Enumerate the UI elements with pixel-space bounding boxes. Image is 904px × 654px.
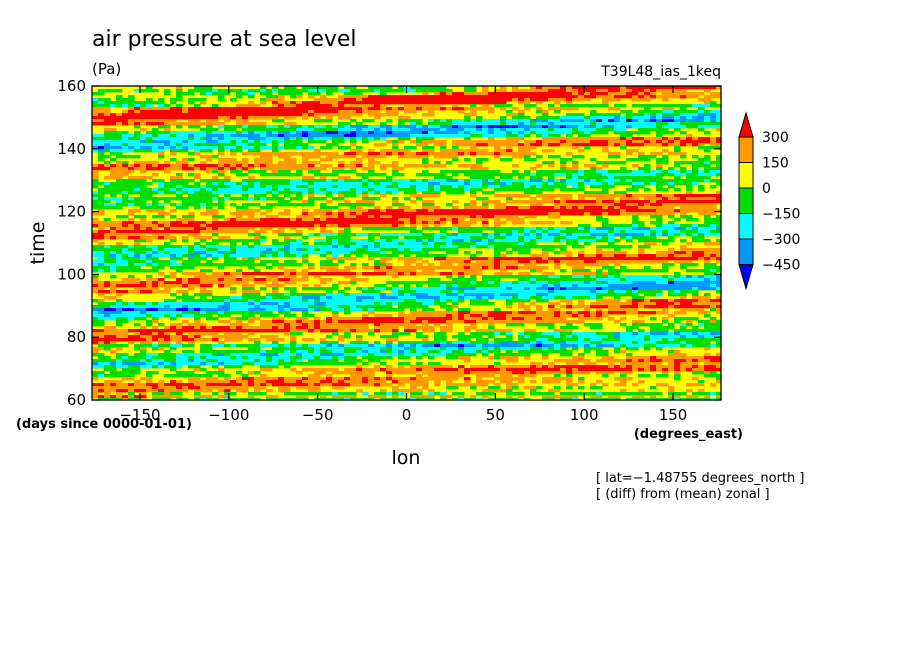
x-tick-label: 150 bbox=[659, 406, 688, 424]
x-tick-label: 0 bbox=[402, 406, 412, 424]
y-tick-label: 120 bbox=[57, 203, 86, 221]
chart-title: air pressure at sea level bbox=[92, 27, 357, 52]
colorbar-min-arrow bbox=[738, 264, 754, 291]
chart-units: (Pa) bbox=[92, 60, 121, 78]
colorbar-label: 0 bbox=[762, 181, 771, 197]
x-axis-label: lon bbox=[392, 447, 421, 469]
colorbar-segment bbox=[738, 136, 754, 163]
note-diff: [ (diff) from (mean) zonal ] bbox=[596, 487, 770, 502]
colorbar-label: 300 bbox=[762, 130, 789, 146]
x-axis: −150 −100 −50 0 50 100 150 bbox=[119, 86, 687, 424]
colorbar-segment bbox=[738, 162, 754, 189]
colorbar-label: −300 bbox=[762, 232, 800, 248]
y-axis-units: (days since 0000-01-01) bbox=[16, 417, 192, 432]
colorbar: 300 150 0 −150 −300 −450 bbox=[738, 111, 800, 291]
x-tick-label: −100 bbox=[208, 406, 249, 424]
run-name: T39L48_ias_1keq bbox=[600, 64, 721, 80]
y-tick-label: 140 bbox=[57, 140, 86, 158]
colorbar-label: −150 bbox=[762, 207, 800, 223]
y-axis-label: time bbox=[27, 222, 49, 265]
y-tick-label: 160 bbox=[57, 77, 86, 95]
colorbar-segment bbox=[738, 187, 754, 214]
colorbar-max-arrow bbox=[738, 111, 754, 138]
x-tick-label: 100 bbox=[570, 406, 599, 424]
y-tick-label: 100 bbox=[57, 265, 86, 283]
y-axis: 60 80 100 120 140 160 bbox=[57, 77, 721, 409]
colorbar-segment bbox=[738, 238, 754, 265]
x-tick-label: 50 bbox=[486, 406, 505, 424]
colorbar-segment bbox=[738, 213, 754, 240]
heatmap-field bbox=[92, 86, 721, 400]
colorbar-label: 150 bbox=[762, 156, 789, 172]
y-tick-label: 60 bbox=[67, 391, 86, 409]
colorbar-label: −450 bbox=[762, 258, 800, 274]
x-tick-label: −150 bbox=[119, 406, 160, 424]
x-axis-units: (degrees_east) bbox=[634, 427, 743, 442]
y-tick-label: 80 bbox=[67, 328, 86, 346]
x-tick-label: −50 bbox=[302, 406, 334, 424]
note-latitude: [ lat=−1.48755 degrees_north ] bbox=[596, 471, 804, 486]
